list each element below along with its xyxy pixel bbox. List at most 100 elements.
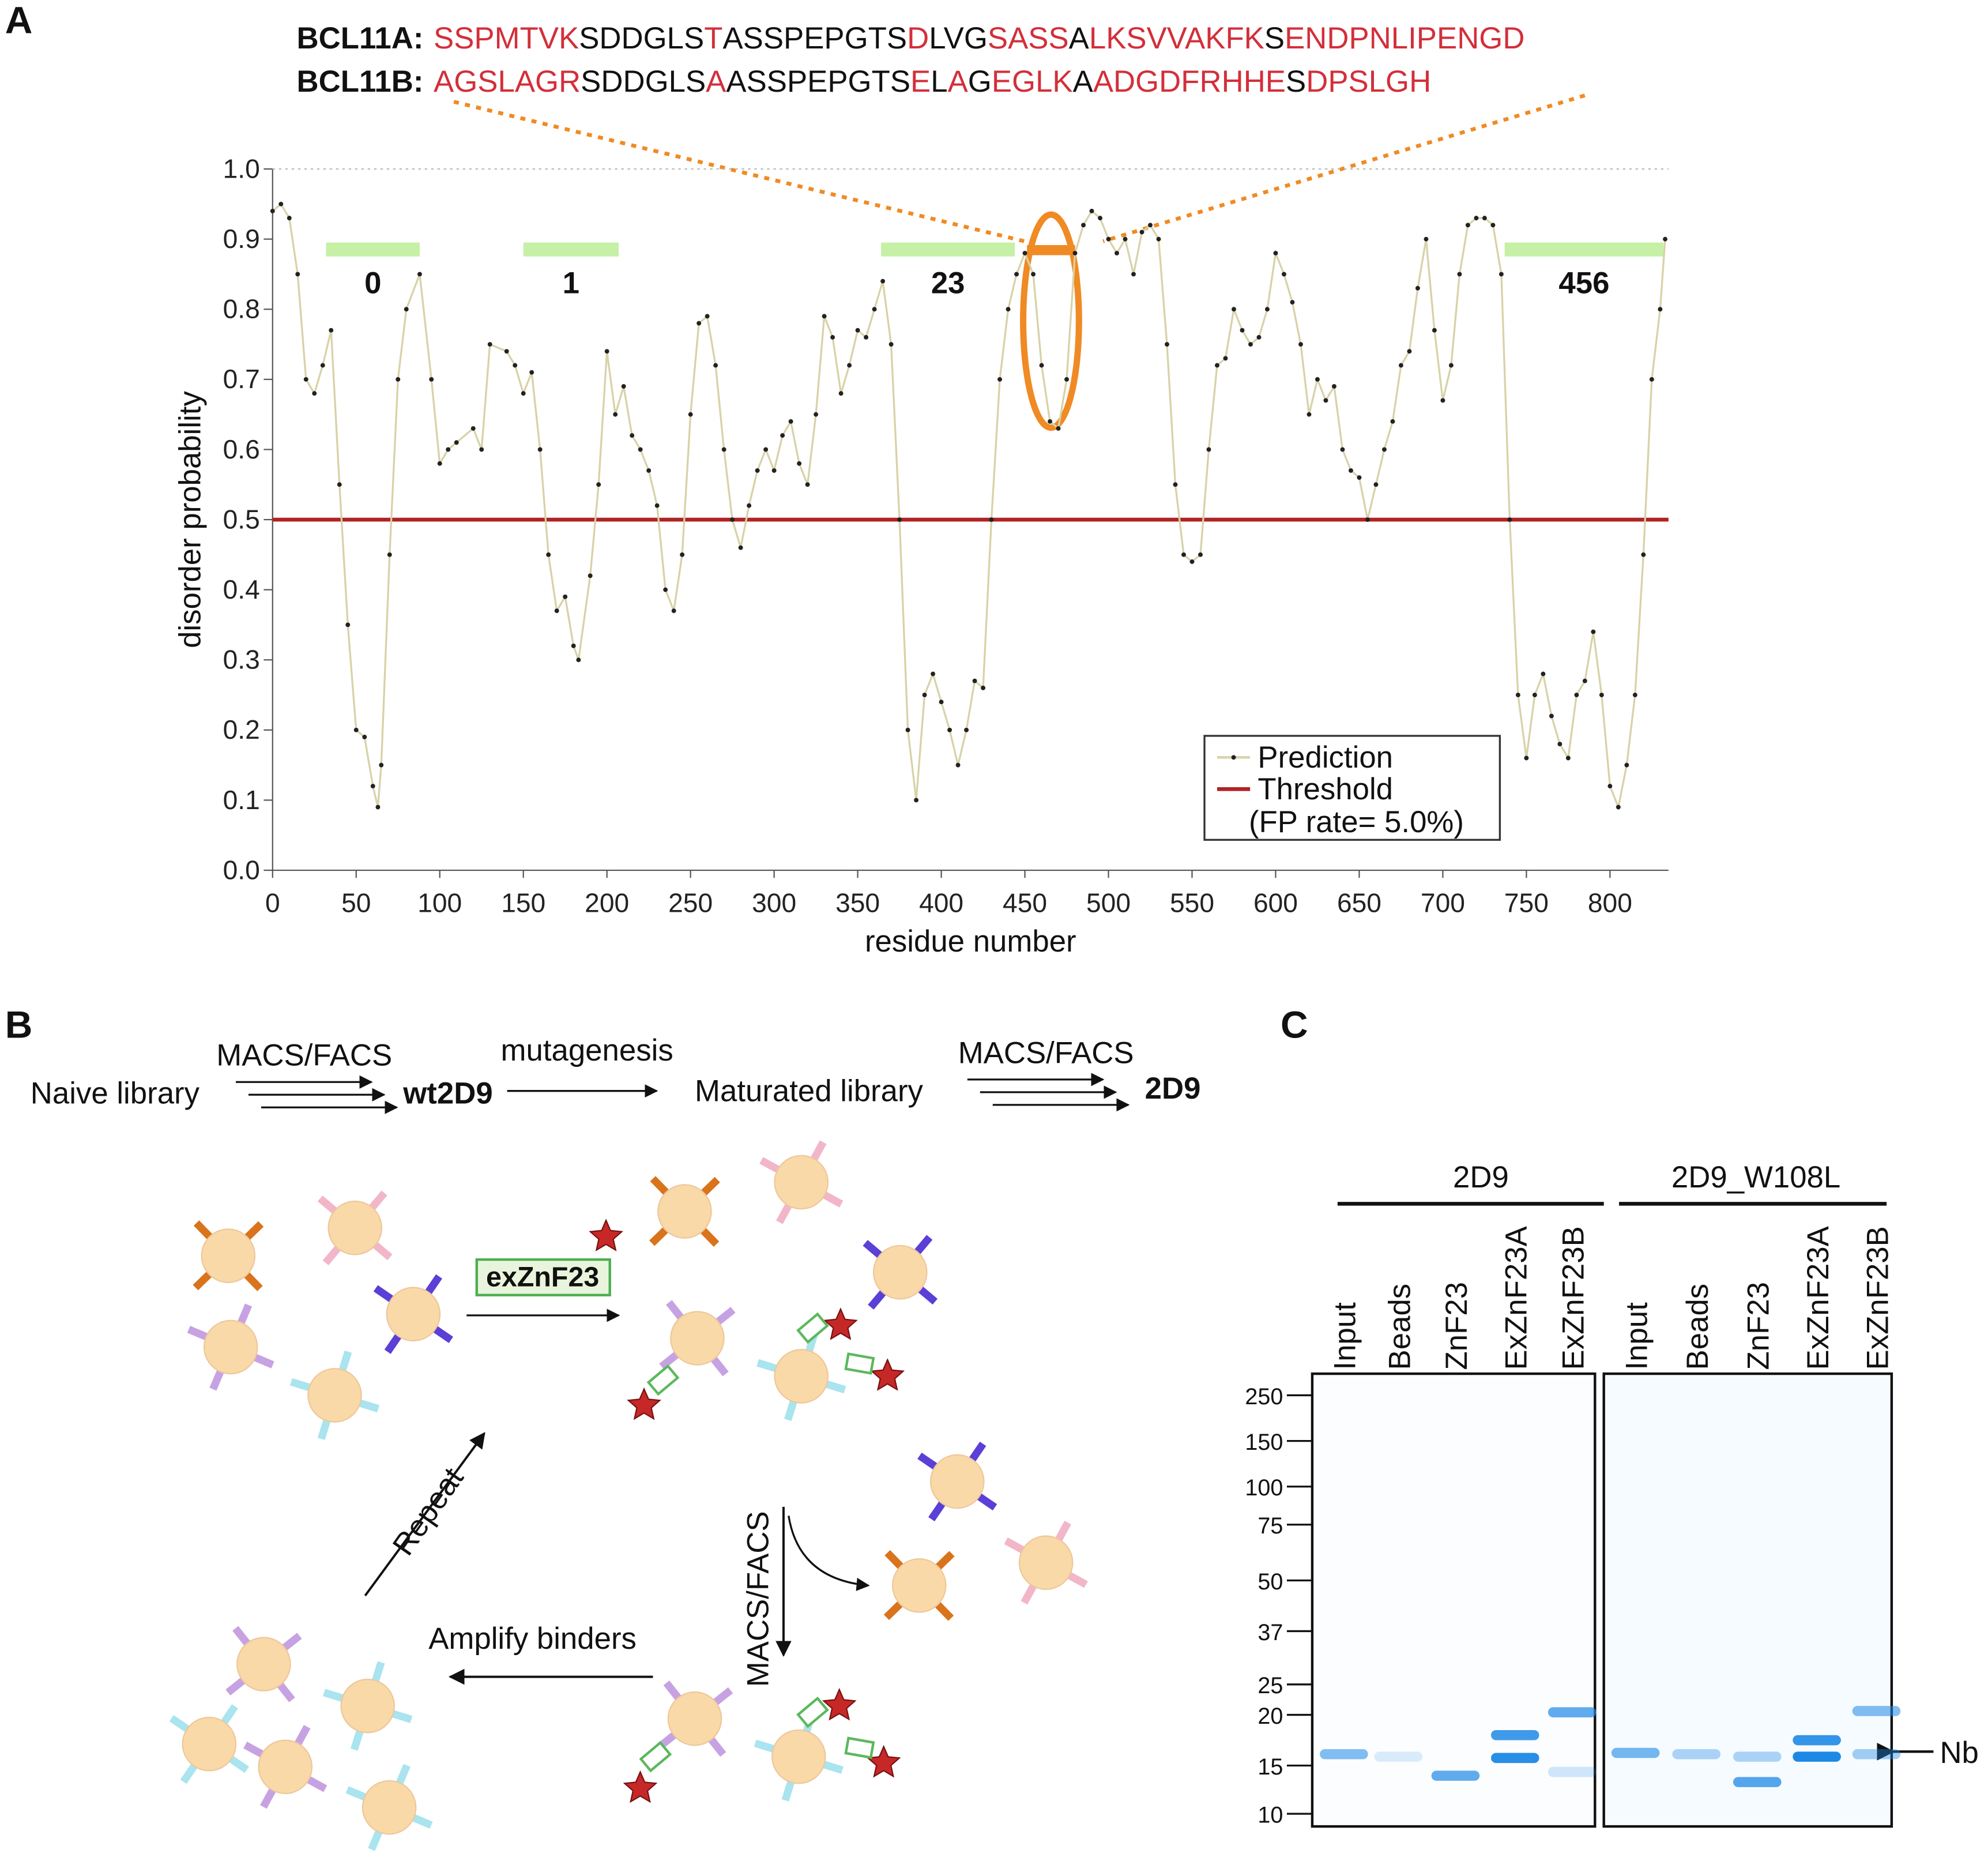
sequence-segment: EGLK	[992, 65, 1073, 99]
prediction-point	[454, 440, 459, 445]
prediction-point	[838, 391, 844, 396]
binder	[639, 1740, 672, 1773]
panel-b: B Naive library MACS/FACS wt2D9 mutagene…	[5, 1003, 1200, 1851]
prediction-point	[1315, 377, 1320, 382]
prediction-point	[404, 307, 409, 312]
panel-label: A	[5, 0, 33, 42]
prediction-point	[513, 363, 518, 368]
region-bar	[881, 242, 1015, 257]
cell	[929, 1454, 985, 1509]
prediction-point	[1189, 559, 1195, 564]
prediction-point	[931, 671, 936, 676]
antigen-star	[822, 1687, 857, 1721]
cell	[774, 1349, 829, 1404]
region-label: 23	[931, 266, 965, 300]
prediction-point	[822, 314, 827, 319]
legend-label: Threshold	[1257, 772, 1393, 806]
prediction-point	[1256, 334, 1262, 340]
cell	[667, 1691, 722, 1746]
prediction-point	[955, 762, 961, 768]
prediction-point	[713, 363, 718, 368]
legend-note: (FP rate= 5.0%)	[1249, 805, 1464, 839]
band	[1672, 1749, 1721, 1760]
prediction-point	[1232, 307, 1236, 312]
sequence-segment: A	[1073, 65, 1094, 99]
band	[1793, 1751, 1841, 1762]
prediction-point	[375, 804, 381, 810]
prediction-point	[1156, 236, 1161, 242]
step-label: MACS/FACS	[216, 1039, 392, 1073]
prediction-point	[1206, 447, 1211, 452]
sequence-segment: E	[910, 65, 931, 99]
prediction-point	[1490, 223, 1496, 228]
sequence-segment: A	[706, 65, 726, 99]
prediction-point	[696, 321, 702, 326]
prediction-point	[864, 334, 869, 340]
prediction-point	[379, 762, 384, 768]
sequence-segment: AGSLAGR	[434, 65, 581, 99]
sequence-segment: DPSLGH	[1306, 65, 1431, 99]
prediction-point	[981, 685, 986, 690]
prediction-point	[1273, 250, 1278, 255]
prediction-point	[521, 391, 526, 396]
prediction-point	[1248, 342, 1253, 347]
prediction-point	[1398, 363, 1403, 368]
marker-label: 25	[1257, 1673, 1283, 1698]
cell	[201, 1228, 256, 1283]
lane-label: ZnF23	[1440, 1282, 1474, 1370]
marker-label: 15	[1257, 1754, 1283, 1780]
prediction-point	[554, 608, 559, 614]
marker-label: 37	[1257, 1620, 1283, 1645]
lane-label: ZnF23	[1742, 1282, 1776, 1370]
sequence-segment: SSPMTVK	[434, 21, 579, 55]
prediction-point	[1616, 804, 1621, 810]
prediction-point	[345, 622, 351, 627]
prediction-point	[1198, 552, 1203, 557]
prediction-point	[1663, 236, 1668, 242]
prediction-point	[1365, 517, 1370, 522]
prediction-point	[1607, 784, 1613, 789]
x-tick-label: 200	[585, 888, 629, 918]
prediction-point	[989, 517, 994, 522]
panel-label: C	[1281, 1003, 1308, 1046]
y-tick-label: 0.4	[223, 574, 260, 604]
cell	[307, 1368, 362, 1423]
prediction-point	[1524, 755, 1529, 761]
prediction-point	[353, 727, 359, 732]
prediction-point	[1165, 342, 1169, 347]
region-bar	[523, 242, 619, 257]
sequence-segment: A	[1069, 21, 1090, 55]
cell	[386, 1287, 441, 1341]
prediction-point	[270, 209, 275, 213]
prediction-point	[688, 412, 693, 417]
prediction-point	[563, 594, 568, 599]
prediction-point	[1649, 377, 1654, 382]
prediction-point	[329, 328, 334, 333]
prediction-point	[1081, 223, 1086, 228]
sequence-segment: G	[968, 65, 992, 99]
prediction-point	[613, 412, 618, 417]
prediction-point	[705, 314, 710, 319]
antigen-box	[475, 1258, 611, 1296]
prediction-point	[437, 461, 442, 466]
prediction-point	[470, 426, 476, 431]
highlight-ellipse	[1020, 211, 1082, 431]
prediction-point	[1290, 300, 1295, 305]
prediction-point	[396, 377, 401, 382]
prediction-point	[872, 307, 877, 312]
step-label: Maturated library	[695, 1074, 924, 1108]
y-tick-label: 0.3	[223, 645, 260, 675]
cell	[872, 1245, 928, 1300]
sequence-segment: D	[907, 21, 929, 55]
prediction-point	[1098, 216, 1102, 221]
prediction-point	[738, 545, 743, 550]
step-label: Naive library	[31, 1077, 200, 1111]
prediction-point	[1624, 762, 1629, 768]
prediction-point	[1599, 693, 1604, 697]
band	[1548, 1766, 1597, 1777]
prediction-point	[1282, 272, 1286, 277]
arrow	[364, 1432, 485, 1597]
prediction-point	[1173, 482, 1178, 487]
prediction-point	[1131, 272, 1136, 277]
prediction-point	[504, 349, 509, 354]
